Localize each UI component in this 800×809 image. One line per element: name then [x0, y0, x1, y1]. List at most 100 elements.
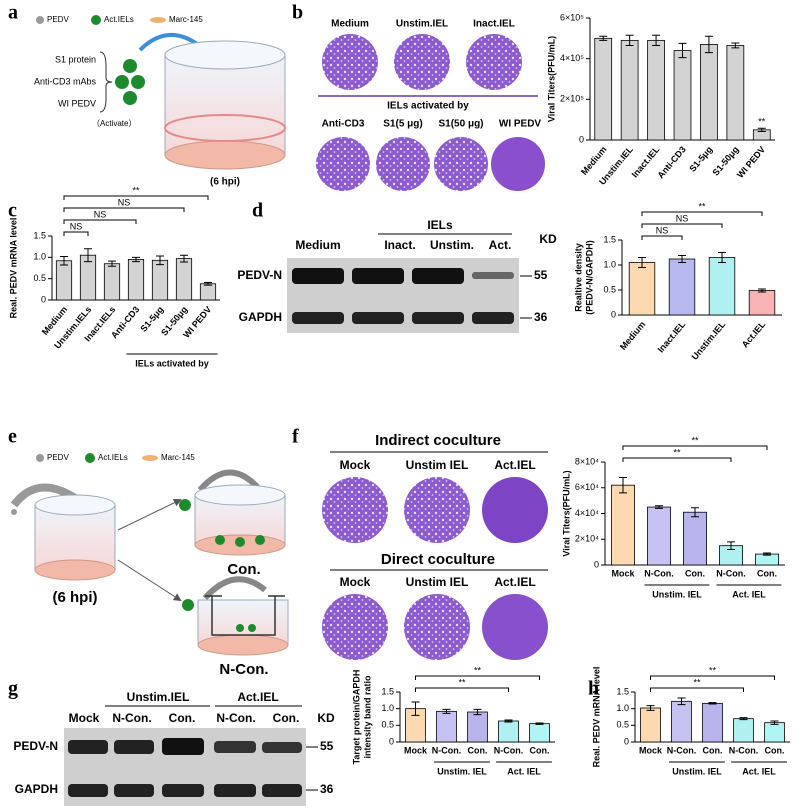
- x-tick-label: N-Con.: [729, 745, 759, 755]
- y-tick-label: 0: [624, 736, 629, 746]
- error-bar: [691, 507, 699, 518]
- significance-label: **: [673, 447, 681, 457]
- x-tick-label: N-Con.: [644, 568, 674, 578]
- plaque-label: Act.IEL: [494, 575, 535, 589]
- arrow: [117, 499, 182, 531]
- lane-label: Medium: [295, 238, 340, 252]
- plaque-label: Mock: [340, 575, 371, 589]
- bar: [529, 723, 550, 743]
- iel-icon: [91, 15, 101, 25]
- group-label: IELs activated by: [135, 358, 209, 368]
- activate-label: （Activate）: [92, 119, 136, 128]
- arrow: [202, 576, 267, 601]
- blot-group: IELs: [427, 218, 453, 232]
- band: [412, 268, 464, 284]
- y-tick-label: 0.5: [381, 720, 394, 730]
- band: [162, 738, 204, 755]
- x-tick-label: Con.: [685, 568, 705, 578]
- x-tick-label: Con.: [530, 745, 550, 755]
- bar: [726, 45, 745, 141]
- significance-bracket: [650, 675, 775, 680]
- band: [114, 784, 154, 797]
- bar-annotation: **: [758, 117, 766, 127]
- brace: [99, 51, 113, 113]
- y-tick-label: 1.5: [603, 234, 616, 244]
- y-tick-label: 0: [579, 134, 584, 144]
- error-bar: [655, 505, 663, 509]
- row-label: PEDV-N: [237, 268, 282, 282]
- plaque-well: [376, 137, 430, 191]
- plaque-label: Unstim IEL: [406, 575, 469, 589]
- legend-label: Marc-145: [169, 15, 203, 24]
- x-tick-label: Mock: [404, 745, 428, 755]
- x-tick-label: S1-5μg: [687, 144, 714, 173]
- medium-level: [164, 114, 286, 142]
- error-bar: [727, 541, 735, 551]
- significance-bracket: [641, 223, 723, 228]
- y-axis-label: Real. PEDV mRNA level: [591, 667, 601, 768]
- bar: [668, 258, 696, 316]
- x-tick-label: Mock: [639, 745, 663, 755]
- x-tick-label: N-Con.: [667, 745, 697, 755]
- error-bar: [770, 720, 779, 725]
- legend-label: Marc-145: [161, 453, 195, 462]
- error-bar: [473, 708, 482, 716]
- panel-label: a: [8, 2, 18, 24]
- error-bar: [731, 42, 740, 49]
- group-label: Unstim. IEL: [652, 589, 702, 599]
- bar: [620, 39, 639, 141]
- y-tick-label: 0.5: [603, 284, 616, 294]
- bar: [683, 511, 707, 566]
- bar: [199, 283, 217, 301]
- bar: [708, 257, 736, 316]
- significance-label: **: [691, 435, 699, 445]
- bar: [55, 260, 73, 301]
- legend-label: Act.IELs: [98, 453, 128, 462]
- plaque-well: [404, 594, 470, 660]
- cell-icon: [142, 455, 158, 461]
- y-tick-label: 1.5: [616, 686, 629, 696]
- error-bar: [704, 35, 713, 54]
- plaque-well: [482, 594, 548, 660]
- y-tick-label: 2×10⁵: [560, 94, 584, 104]
- x-tick-label: Unstim.IEL: [689, 319, 727, 362]
- significance-label: **: [474, 665, 482, 675]
- bar: [175, 258, 193, 301]
- iel: [131, 75, 145, 89]
- blot-group: Act.IEL: [237, 690, 278, 704]
- error-bar: [108, 260, 116, 267]
- y-tick-label: 0.5: [33, 273, 46, 283]
- significance-bracket: [63, 231, 89, 236]
- significance-label: NS: [656, 225, 669, 235]
- bar: [640, 707, 661, 743]
- x-tick-label: Con.: [757, 568, 777, 578]
- activator: S1 protein: [55, 54, 96, 64]
- y-tick-label: 6×10⁴: [575, 482, 599, 492]
- error-bar: [156, 255, 164, 266]
- bar: [647, 506, 671, 566]
- legend-label: Act.IELs: [104, 15, 134, 24]
- significance-label: **: [709, 665, 717, 675]
- plaque-label: Mock: [340, 458, 371, 472]
- panel-label: g: [8, 678, 18, 700]
- error-bar: [204, 282, 212, 286]
- y-tick-label: 6×10⁵: [560, 12, 584, 22]
- plaque-label: Act.IEL: [494, 458, 535, 472]
- y-tick-label: 1.5: [33, 230, 46, 240]
- x-tick-label: Act.IEL: [740, 319, 768, 350]
- bar: [755, 553, 779, 566]
- x-tick-label: WI PEDV: [735, 144, 767, 180]
- band: [292, 268, 344, 284]
- plaque-label: WI PEDV: [499, 119, 542, 130]
- bar: [436, 710, 457, 743]
- pedv-icon: [36, 454, 44, 462]
- iel: [255, 535, 265, 545]
- x-tick-label: Con.: [765, 745, 785, 755]
- y-tick-label: 1.0: [603, 259, 616, 269]
- error-bar: [757, 127, 766, 132]
- plaque-label: Anti-CD3: [322, 119, 365, 130]
- band: [114, 740, 154, 754]
- group-label: Act. IEL: [732, 589, 766, 599]
- iel: [123, 59, 137, 73]
- bar: [103, 263, 121, 301]
